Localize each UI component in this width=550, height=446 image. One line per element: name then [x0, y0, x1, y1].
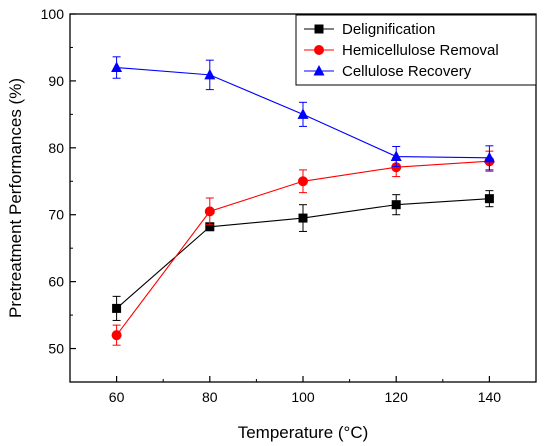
legend-box — [295, 14, 537, 86]
x-tick-label: 140 — [478, 389, 502, 405]
y-tick-label: 70 — [48, 207, 64, 223]
data-point — [391, 200, 401, 210]
plot-frame — [69, 13, 537, 383]
series-square — [112, 190, 494, 321]
data-point — [111, 330, 122, 341]
x-tick-label: 80 — [202, 389, 218, 405]
data-point — [112, 303, 122, 313]
series-triangle — [111, 56, 495, 171]
x-axis-title: Temperature (°C) — [238, 423, 369, 442]
y-tick-label: 90 — [48, 73, 64, 89]
legend: Delignification Hemicellulose Removal Cell… — [295, 14, 537, 86]
series-circle — [111, 150, 495, 346]
x-tick-label: 60 — [109, 389, 125, 405]
legend-label: Cellulose Recovery — [342, 63, 472, 80]
data-point — [204, 206, 215, 217]
y-tick-label: 50 — [48, 341, 64, 357]
data-point — [483, 151, 495, 163]
data-point — [390, 150, 402, 162]
ticks-layer: 60 80 100 120 140 50 60 70 80 90 100 — [41, 6, 502, 405]
data-point — [484, 194, 494, 204]
data-point — [297, 108, 309, 119]
data-point — [205, 222, 215, 232]
y-tick-label: 100 — [41, 6, 65, 22]
legend-marker — [314, 45, 324, 55]
x-tick-label: 100 — [291, 389, 315, 405]
data-point — [298, 176, 308, 187]
legend-label: Hemicellulose Removal — [342, 42, 499, 59]
data-point — [391, 162, 402, 173]
legend-marker — [313, 65, 325, 76]
y-axis-title: Pretreatment Performances (%) — [6, 78, 25, 318]
x-tick-label: 120 — [385, 389, 409, 405]
data-point — [204, 68, 216, 80]
y-tick-label: 60 — [48, 274, 64, 290]
series-layer — [111, 56, 495, 346]
legend-label: Delignification — [342, 21, 435, 38]
data-point — [111, 61, 123, 73]
data-point — [298, 213, 308, 223]
y-tick-label: 80 — [48, 140, 64, 156]
legend-marker — [314, 24, 324, 34]
